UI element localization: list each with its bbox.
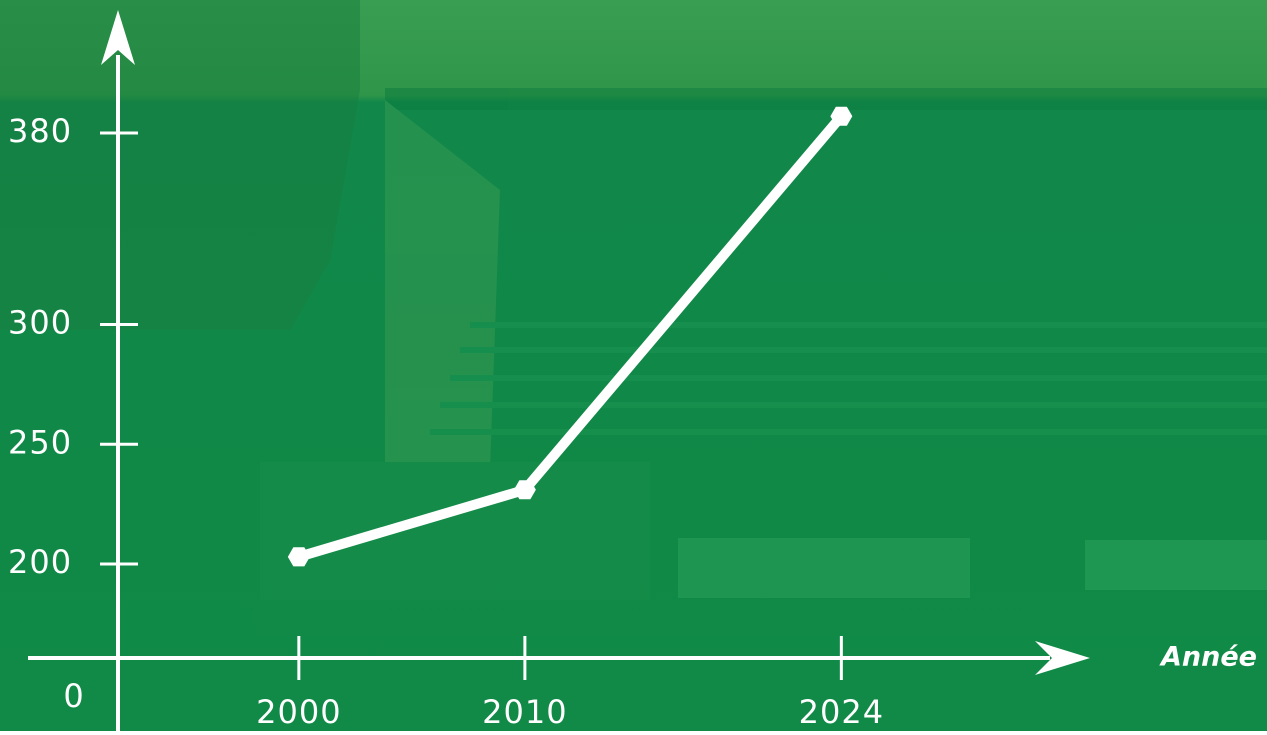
x-tick-label: 2000 [256,693,341,731]
chart: Année 0 200 250 300 380 2000 2010 2024 [0,0,1267,731]
x-tick-label: 2010 [482,693,567,731]
y-tick-label: 250 [8,423,72,461]
y-tick-label: 300 [8,304,72,342]
y-tick-label: 0 [63,677,84,715]
x-tick-label: 2024 [799,693,884,731]
y-tick-label: 200 [8,543,72,581]
x-axis-title: Année [1159,642,1257,673]
y-tick-label: 380 [8,112,72,150]
